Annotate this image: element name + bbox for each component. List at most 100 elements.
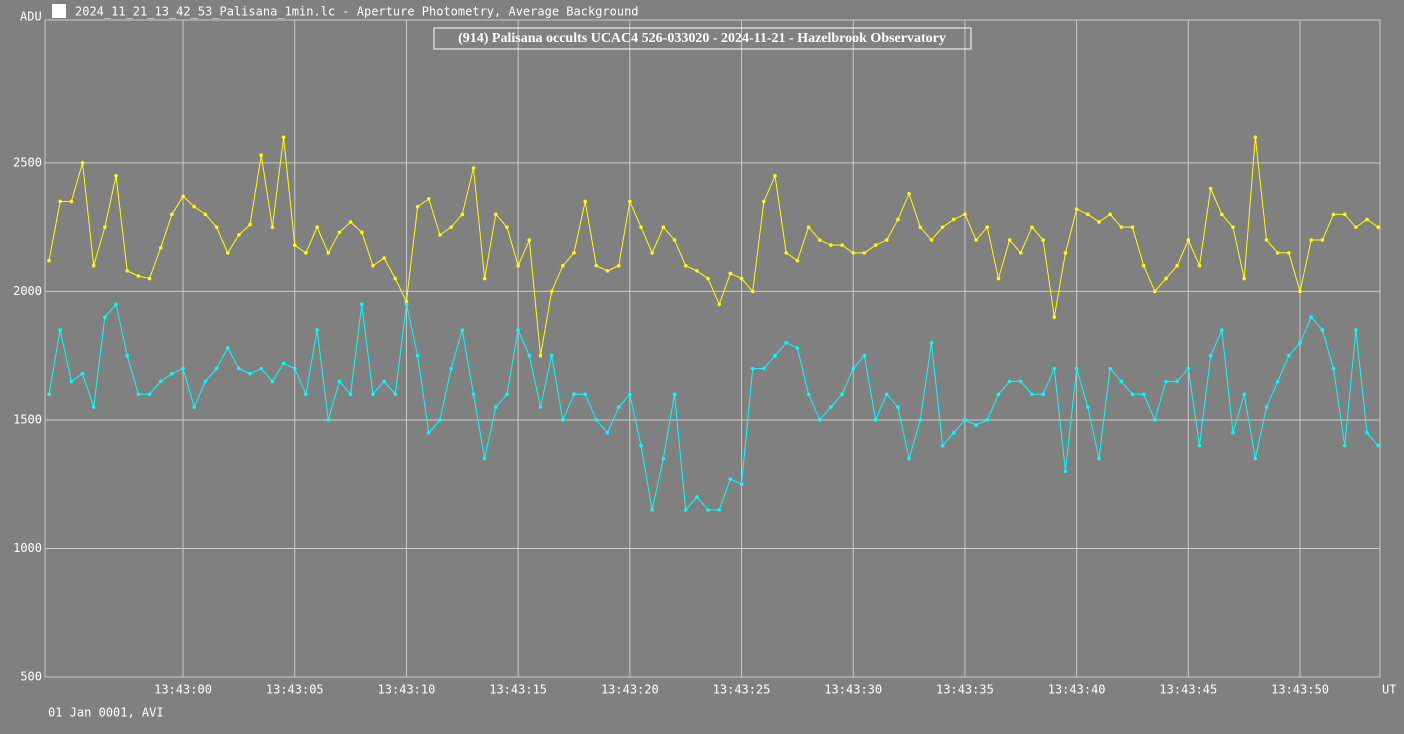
data-point	[170, 371, 174, 376]
data-point	[583, 392, 587, 397]
data-point	[270, 225, 275, 229]
data-point	[1086, 405, 1090, 409]
data-point	[1354, 328, 1358, 332]
data-point	[505, 225, 509, 229]
x-tick-label: 13:43:20	[601, 683, 659, 697]
y-tick-label: 2500	[13, 155, 42, 169]
data-point	[918, 225, 923, 229]
data-point	[1130, 392, 1135, 397]
data-point	[1086, 212, 1090, 217]
data-point	[471, 392, 476, 397]
data-point	[348, 392, 353, 397]
data-point	[773, 173, 777, 178]
data-point	[382, 256, 386, 260]
data-point	[963, 212, 967, 217]
data-point	[482, 276, 487, 281]
data-point	[717, 302, 722, 307]
data-point	[192, 204, 197, 209]
data-point	[125, 269, 130, 273]
data-point	[762, 199, 766, 204]
data-point	[829, 243, 833, 247]
data-point	[1164, 276, 1168, 281]
x-tick-label: 13:43:35	[936, 683, 994, 697]
data-point	[103, 315, 107, 319]
data-point	[371, 263, 375, 268]
data-point	[1097, 456, 1101, 461]
data-point	[158, 379, 163, 384]
title-box	[433, 27, 972, 50]
data-point	[304, 251, 308, 255]
data-point	[862, 353, 867, 358]
data-point	[1320, 238, 1325, 242]
data-point	[494, 212, 498, 217]
series-line	[48, 303, 1379, 512]
data-point	[371, 392, 375, 397]
data-point	[415, 353, 420, 358]
data-point	[1331, 366, 1336, 371]
data-point	[940, 225, 945, 229]
data-point	[896, 405, 900, 409]
data-point	[896, 217, 900, 222]
data-point	[426, 197, 431, 201]
data-point	[1298, 341, 1302, 345]
y-tick-label: 2000	[13, 284, 42, 298]
data-point	[974, 238, 978, 242]
data-point	[1030, 392, 1034, 397]
data-point	[1253, 456, 1258, 461]
data-point	[683, 508, 688, 512]
data-point	[69, 379, 74, 384]
data-point	[706, 508, 710, 512]
data-point	[1063, 251, 1068, 255]
data-point	[739, 276, 744, 281]
data-point	[795, 346, 800, 350]
data-point	[1153, 418, 1157, 422]
data-point	[426, 431, 431, 435]
data-point	[1264, 405, 1269, 409]
data-point	[795, 258, 800, 263]
data-point	[80, 371, 85, 376]
data-point	[628, 392, 632, 397]
data-point	[616, 263, 621, 268]
data-point	[661, 456, 666, 461]
data-point	[1197, 443, 1202, 448]
x-tick-label: 13:43:25	[713, 683, 771, 697]
data-point	[561, 418, 565, 422]
data-point	[907, 456, 911, 461]
data-point	[717, 508, 722, 512]
data-point	[851, 251, 856, 255]
data-point	[985, 418, 990, 422]
data-point	[907, 191, 911, 196]
data-point	[315, 225, 319, 229]
data-point	[572, 392, 576, 397]
data-point	[929, 341, 934, 345]
data-point	[203, 212, 208, 217]
data-point	[1253, 135, 1258, 140]
data-point	[1130, 225, 1135, 229]
data-point	[862, 251, 867, 255]
data-point	[1208, 186, 1213, 191]
data-point	[147, 392, 152, 397]
data-point	[1365, 431, 1369, 435]
data-point	[527, 353, 532, 358]
data-point	[471, 166, 476, 170]
data-point	[292, 243, 297, 247]
data-point	[996, 392, 1001, 397]
data-point	[1354, 225, 1358, 229]
data-point	[806, 225, 811, 229]
data-point	[136, 274, 141, 278]
data-point	[393, 276, 398, 281]
data-point	[951, 431, 956, 435]
data-point	[840, 243, 844, 247]
data-point	[304, 392, 308, 397]
data-point	[181, 366, 185, 371]
app-icon	[52, 4, 66, 18]
x-tick-label: 13:43:30	[824, 683, 882, 697]
data-point	[449, 366, 453, 371]
data-point	[482, 456, 487, 461]
data-point	[114, 173, 118, 178]
data-point	[639, 443, 643, 448]
data-point	[873, 243, 878, 247]
data-point	[840, 392, 844, 397]
data-point	[583, 199, 587, 204]
x-tick-label: 13:43:05	[266, 683, 324, 697]
